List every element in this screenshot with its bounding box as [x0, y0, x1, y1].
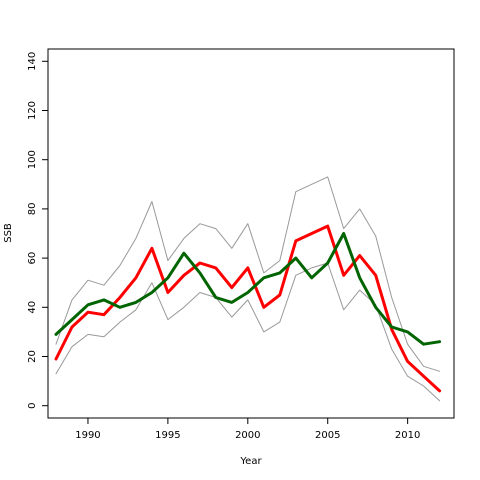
y-axis-label: SSB — [3, 223, 14, 243]
x-axis: 1990 1995 2000 2005 2010 — [75, 418, 420, 441]
series-layer — [54, 176, 442, 402]
y-tick-label: 60 — [27, 252, 38, 265]
x-tick-label: 2000 — [235, 430, 260, 441]
x-tick-label: 2010 — [395, 430, 420, 441]
x-tick-label: 1995 — [155, 430, 180, 441]
series-line-3 — [54, 224, 442, 393]
series-line-1 — [55, 262, 441, 402]
y-tick-label: 20 — [27, 350, 38, 363]
y-tick-label: 80 — [27, 203, 38, 216]
y-tick-label: 140 — [27, 52, 38, 71]
x-axis-label: Year — [239, 456, 262, 467]
y-tick-label: 40 — [27, 301, 38, 314]
y-tick-label: 0 — [27, 403, 38, 409]
x-tick-label: 1990 — [75, 430, 100, 441]
x-tick-label: 2005 — [315, 430, 340, 441]
y-tick-label: 120 — [27, 101, 38, 120]
series-line-4 — [54, 232, 442, 346]
plot-frame — [47, 48, 455, 419]
y-axis: 0 20 40 60 80 100 120 140 — [27, 52, 48, 409]
y-tick-label: 100 — [27, 150, 38, 169]
series-line-2 — [55, 176, 441, 372]
